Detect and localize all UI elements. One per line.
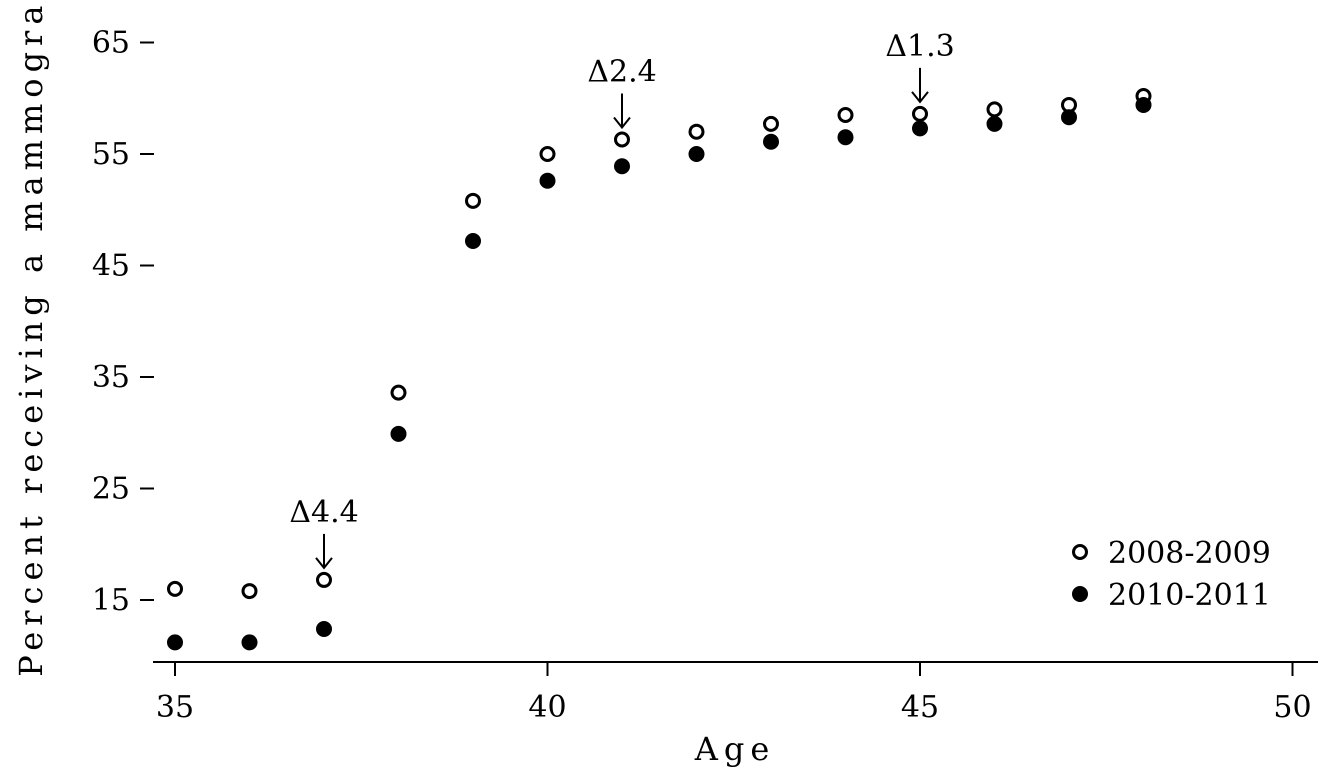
- y-axis-title: Percent receiving a mammogram: [12, 0, 50, 677]
- legend: 2008-2009 2010-2011: [1072, 536, 1271, 613]
- y-tick-label: 25: [92, 472, 130, 507]
- y-tick-label: 15: [92, 583, 130, 618]
- point-2010-2011: [241, 634, 258, 651]
- point-2010-2011: [688, 146, 705, 162]
- point-2008-2009: [763, 115, 779, 132]
- legend-marker: [1072, 586, 1088, 602]
- legend-label: 2008-2009: [1108, 536, 1271, 571]
- legend-label: 2010-2011: [1108, 578, 1271, 613]
- annotation-arrowhead: [911, 91, 929, 104]
- point-2008-2009: [539, 146, 556, 162]
- point-2010-2011: [1061, 109, 1077, 126]
- point-2008-2009: [390, 384, 407, 401]
- x-tick-label: 40: [528, 690, 566, 725]
- point-2010-2011: [912, 120, 928, 137]
- annotation-arrowhead: [613, 116, 631, 130]
- point-2008-2009: [167, 580, 183, 597]
- point-2010-2011: [986, 115, 1003, 132]
- x-tick-label: 50: [1273, 690, 1311, 725]
- annotation-label: Δ1.3: [885, 29, 954, 64]
- point-2008-2009: [465, 192, 481, 209]
- x-tick-label: 45: [901, 690, 939, 725]
- point-2008-2009: [316, 571, 332, 588]
- point-2010-2011: [614, 158, 630, 175]
- point-2010-2011: [316, 620, 332, 637]
- point-2008-2009: [837, 106, 854, 123]
- point-2008-2009: [241, 583, 258, 600]
- annotation-label: Δ4.4: [289, 495, 358, 530]
- y-tick-label: 35: [92, 360, 130, 395]
- x-axis-title: Age: [694, 730, 776, 768]
- point-2010-2011: [1135, 96, 1152, 113]
- x-tick-label: 35: [156, 690, 194, 725]
- point-2010-2011: [539, 172, 556, 189]
- x-axis: 35 40 45 50: [153, 661, 1318, 725]
- annotations: Δ4.4 Δ2.4 Δ1.3: [289, 29, 955, 570]
- point-2010-2011: [390, 425, 407, 442]
- point-2008-2009: [912, 105, 928, 122]
- data-points: [167, 88, 1152, 651]
- legend-marker: [1072, 544, 1088, 560]
- point-2008-2009: [688, 123, 705, 140]
- point-2008-2009: [986, 101, 1003, 118]
- annotation-label: Δ2.4: [587, 55, 656, 90]
- y-axis: 15 25 35 45 55 65: [92, 26, 154, 618]
- point-2008-2009: [614, 131, 630, 148]
- point-2010-2011: [837, 129, 854, 146]
- point-2010-2011: [465, 232, 481, 249]
- y-tick-label: 55: [92, 137, 130, 172]
- y-tick-label: 45: [92, 249, 130, 284]
- annotation-arrowhead: [315, 557, 333, 570]
- point-2010-2011: [763, 133, 779, 150]
- y-tick-label: 65: [92, 26, 130, 61]
- point-2010-2011: [167, 634, 183, 651]
